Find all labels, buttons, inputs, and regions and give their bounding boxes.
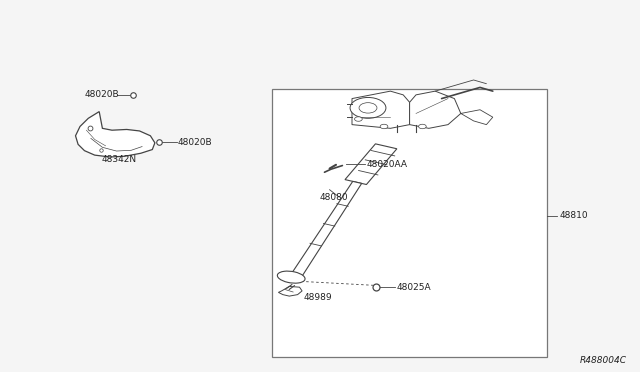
- Polygon shape: [76, 112, 155, 157]
- Polygon shape: [345, 144, 397, 185]
- Bar: [272, 89, 547, 357]
- Text: R488004C: R488004C: [580, 356, 627, 365]
- Text: 48989: 48989: [304, 293, 333, 302]
- Text: 48080: 48080: [320, 193, 349, 202]
- Polygon shape: [278, 286, 302, 296]
- Text: 48020B: 48020B: [84, 90, 119, 99]
- Text: 48342N: 48342N: [101, 155, 136, 164]
- Text: 48810: 48810: [560, 211, 589, 220]
- Circle shape: [355, 117, 362, 121]
- Polygon shape: [461, 110, 493, 125]
- Ellipse shape: [277, 271, 305, 283]
- Circle shape: [419, 124, 426, 129]
- Circle shape: [380, 124, 388, 129]
- Circle shape: [359, 103, 377, 113]
- Text: 48020B: 48020B: [178, 138, 212, 147]
- Text: 48020AA: 48020AA: [366, 160, 407, 169]
- Polygon shape: [289, 182, 362, 279]
- Text: 48025A: 48025A: [397, 283, 431, 292]
- Polygon shape: [410, 91, 461, 128]
- Polygon shape: [352, 91, 410, 128]
- Circle shape: [350, 97, 386, 118]
